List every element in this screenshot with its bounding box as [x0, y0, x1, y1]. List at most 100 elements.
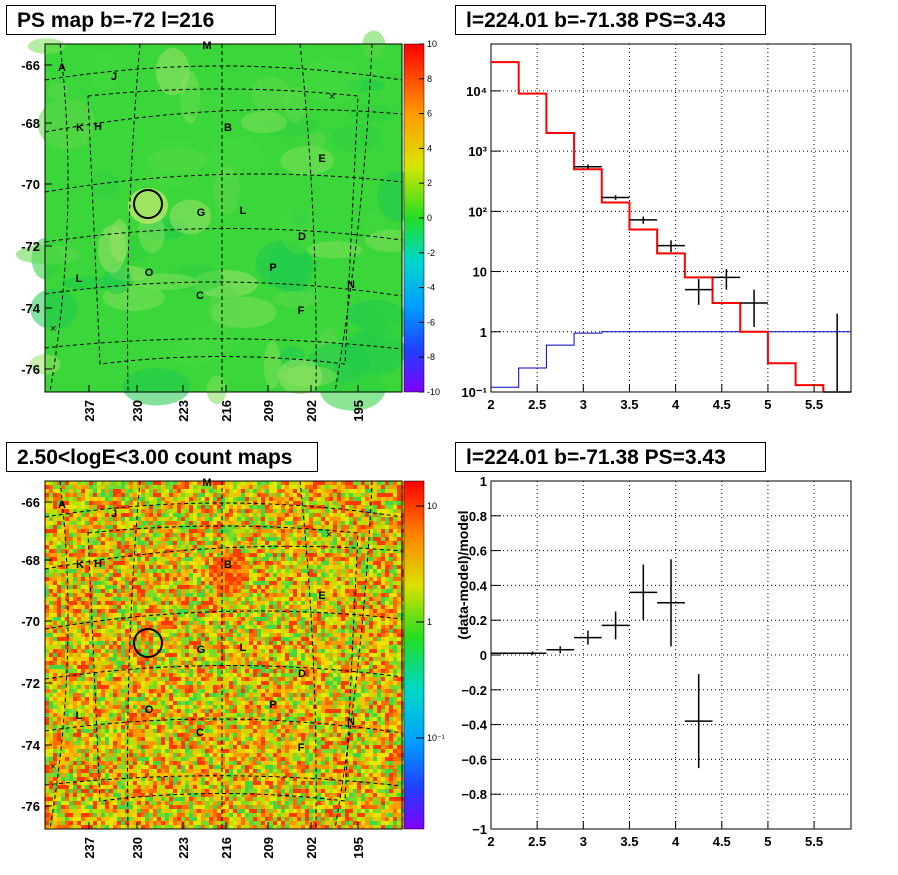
- y-tick-label: -70: [21, 177, 40, 192]
- y-tick-label: 0: [480, 648, 487, 663]
- colorbar-tick-label: 10: [427, 39, 437, 49]
- colorbar-tick-label: 4: [427, 143, 432, 153]
- y-tick-label: -72: [21, 676, 40, 691]
- y-tick-label: -66: [21, 58, 40, 73]
- x-tick-label: 5: [764, 397, 771, 412]
- x-tick-label: 2: [487, 397, 494, 412]
- map-patch: [155, 47, 190, 96]
- grid-line: [44, 545, 403, 570]
- x-tick-label: 5.5: [805, 397, 823, 412]
- x-tick-label: 4: [672, 397, 680, 412]
- map-patch: [365, 229, 417, 253]
- region-label: J: [111, 71, 117, 83]
- x-tick-label: 5.5: [805, 834, 823, 849]
- x-tick-label: 2.5: [528, 834, 546, 849]
- source-circle: [133, 628, 163, 658]
- region-label: K: [76, 122, 84, 134]
- y-tick-label: -68: [21, 553, 40, 568]
- y-tick-label: 1: [480, 325, 487, 340]
- residual-title: l=224.01 b=-71.38 PS=3.43: [455, 442, 766, 472]
- y-tick-label: −1: [472, 822, 487, 837]
- ps-map-x-axis: 237 230 223 216 209 202 195: [82, 385, 366, 422]
- map-patch: [364, 210, 387, 232]
- region-label: L: [76, 710, 83, 722]
- ps-map-texture: [15, 30, 419, 411]
- grid-line: [87, 525, 359, 802]
- x-tick-label: 4.5: [713, 834, 731, 849]
- region-label: B: [224, 559, 232, 571]
- grid-line: [127, 480, 141, 830]
- spectrum-title: l=224.01 b=-71.38 PS=3.43: [455, 5, 766, 35]
- x-tick-label: 223: [176, 400, 191, 422]
- map-patch: [240, 111, 288, 134]
- y-tick-label: -66: [21, 495, 40, 510]
- y-tick-label: −0.2: [461, 683, 487, 698]
- x-tick-label: 2: [487, 834, 494, 849]
- cross-marker: ×: [50, 761, 56, 773]
- count-map-x-axis: 237 230 223 216 209 202 195: [82, 822, 366, 859]
- map-patch: [363, 305, 414, 341]
- grid-line: [334, 43, 373, 393]
- x-tick-label: 2.5: [528, 397, 546, 412]
- count-map-grid: [44, 480, 403, 830]
- grid-line: [87, 88, 359, 365]
- y-tick-label: 10³: [468, 144, 487, 159]
- spectrum-axes: 2 2.5 3 3.5 4 4.5 5 5.5 10⁻¹ 1 10 10² 10³ 10⁴: [461, 84, 823, 412]
- count-map-y-axis: -66 -68 -70 -72 -74 -76: [21, 495, 52, 814]
- colorbar-tick-label: 10⁻¹: [427, 733, 445, 743]
- y-tick-label: 10²: [468, 204, 487, 219]
- y-tick-label: -76: [21, 362, 40, 377]
- source-circle: [133, 189, 163, 219]
- colorbar-tick-label: 8: [427, 74, 432, 84]
- region-label: P: [269, 699, 276, 711]
- region-label: G: [197, 207, 206, 219]
- region-label: F: [298, 305, 305, 317]
- colorbar-tick-label: -10: [427, 387, 440, 397]
- region-label: E: [318, 153, 325, 165]
- x-tick-label: 209: [261, 837, 276, 859]
- grid-line: [49, 480, 69, 830]
- map-patch: [150, 139, 201, 189]
- ps-map-grid: [44, 43, 403, 393]
- spectrum-model: [491, 61, 825, 392]
- map-patch: [15, 244, 81, 265]
- ps-map-region-labels: A J M K H B E G L D L O P N C F: [58, 40, 355, 317]
- grid-line: [334, 480, 373, 830]
- y-tick-label: 0.8: [469, 509, 487, 524]
- region-label: O: [145, 267, 154, 279]
- spectrum-frame: [490, 43, 852, 393]
- colorbar-tick-label: 1: [427, 617, 432, 627]
- x-tick-label: 202: [304, 400, 319, 422]
- count-map-title: 2.50<logE<3.00 count maps: [6, 442, 318, 472]
- y-tick-label: -76: [21, 799, 40, 814]
- region-label: C: [196, 727, 204, 739]
- map-patch: [30, 288, 78, 330]
- grid-line: [49, 43, 69, 393]
- ps-map-title: PS map b=-72 l=216: [6, 5, 276, 35]
- ps-map-y-axis: -66 -68 -70 -72 -74 -76: [21, 58, 52, 377]
- map-patch: [167, 339, 213, 366]
- residual-panel: 2 2.5 3 3.5 4 4.5 5 5.5 −1 −0.8 −0.6 −0.4 −0.2 0 0.2 0.…: [455, 474, 852, 849]
- x-tick-label: 223: [176, 837, 191, 859]
- map-patch: [179, 85, 230, 119]
- region-label: A: [58, 62, 66, 74]
- x-tick-label: 3: [580, 397, 587, 412]
- y-tick-label: −0.6: [461, 752, 487, 767]
- y-tick-label: -68: [21, 116, 40, 131]
- region-label: E: [318, 590, 325, 602]
- y-tick-label: -72: [21, 239, 40, 254]
- cross-marker: ×: [50, 323, 56, 335]
- map-patch: [307, 241, 363, 259]
- colorbar-tick-label: 6: [427, 109, 432, 119]
- region-label: L: [240, 205, 247, 217]
- cross-marker: ×: [329, 91, 335, 103]
- colorbar-tick-label: 0: [427, 213, 432, 223]
- map-patch: [90, 52, 121, 91]
- map-patch: [88, 171, 120, 199]
- map-patch: [250, 76, 291, 113]
- colorbar-tick-label: -8: [427, 352, 435, 362]
- x-tick-label: 4.5: [713, 397, 731, 412]
- region-label: N: [347, 716, 355, 728]
- region-label: M: [202, 40, 211, 52]
